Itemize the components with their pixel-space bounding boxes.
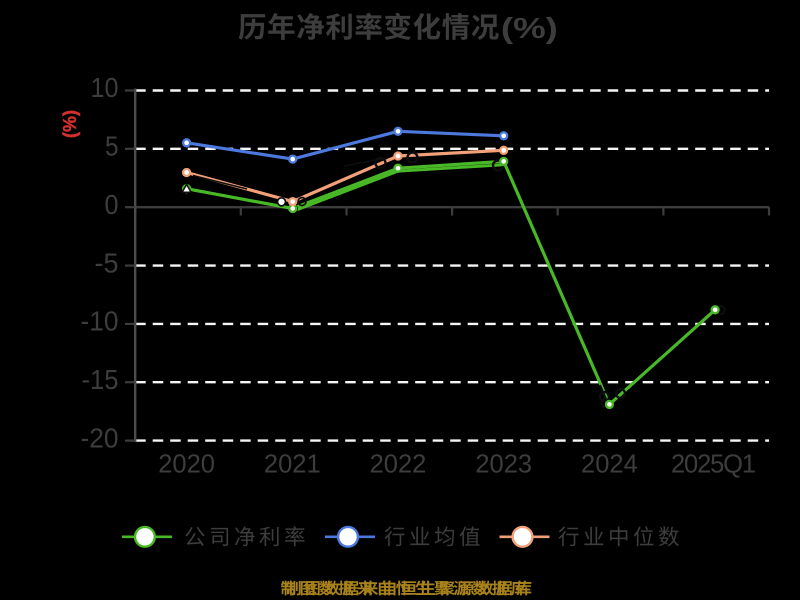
svg-text:-10: -10 [81,306,119,337]
svg-text:-5: -5 [95,247,119,278]
svg-text:2023: 2023 [475,451,532,479]
svg-text:2022: 2022 [370,451,427,479]
svg-text:5: 5 [105,131,119,162]
svg-text:2025Q1: 2025Q1 [671,451,756,479]
svg-text:10: 10 [91,72,119,103]
svg-text:-20: -20 [81,422,119,453]
svg-text:-15: -15 [82,364,119,395]
svg-text:2021: 2021 [264,451,321,479]
svg-text:2020: 2020 [158,451,215,479]
svg-text:(%): (%) [501,13,558,45]
svg-text:(%): (%) [60,110,80,138]
svg-text:2024: 2024 [581,451,638,479]
svg-text:0: 0 [105,189,119,220]
